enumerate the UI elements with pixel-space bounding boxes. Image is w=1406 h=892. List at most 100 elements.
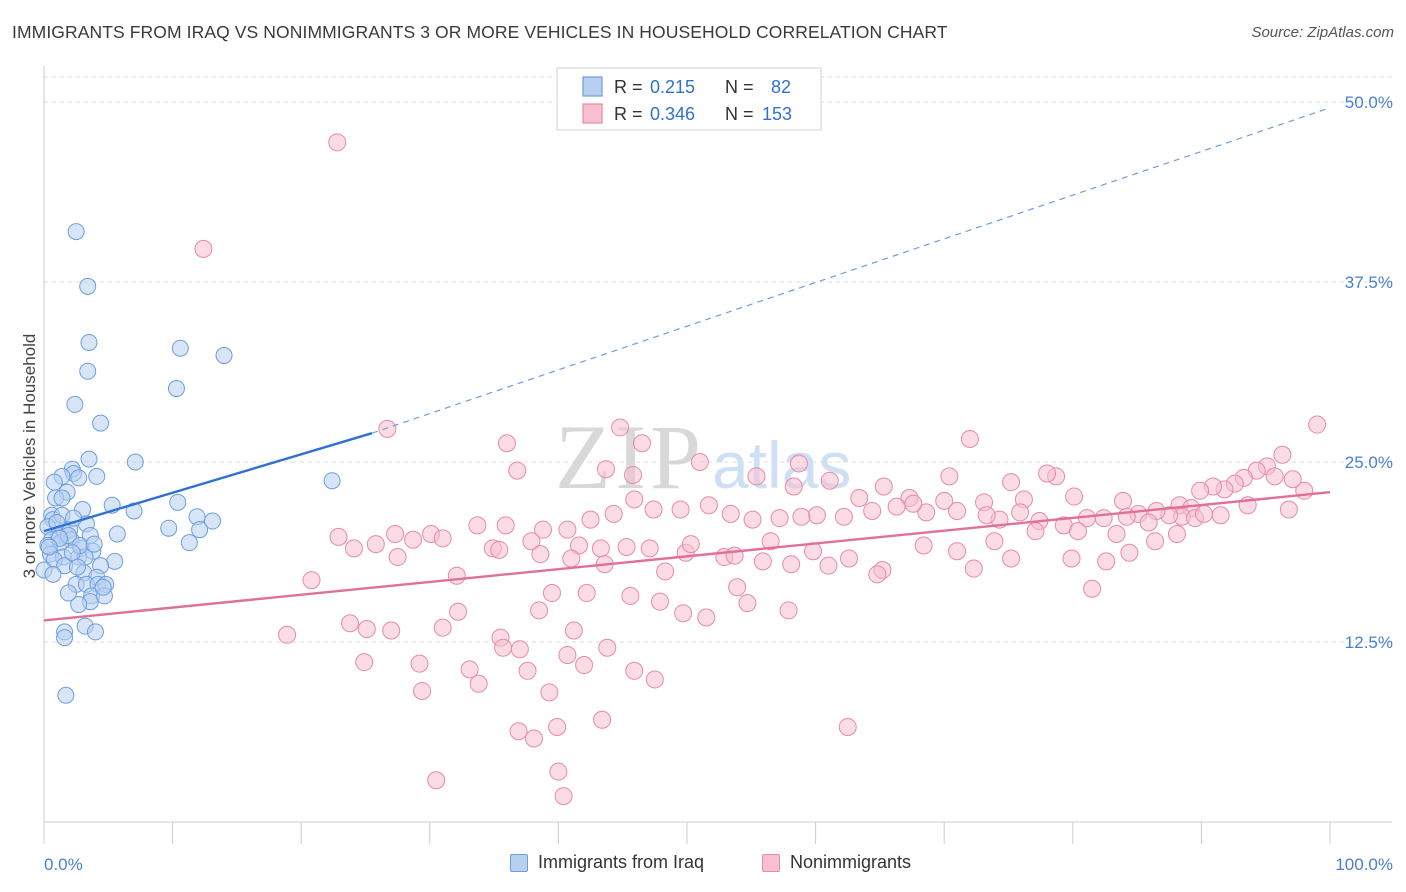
nonimmigrants-point xyxy=(721,504,740,523)
nonimmigrants-point xyxy=(433,618,452,637)
iraq-point xyxy=(40,538,58,556)
nonimmigrants-point xyxy=(575,656,594,675)
nonimmigrants-point xyxy=(344,539,363,558)
nonimmigrants-point xyxy=(840,549,859,568)
nonimmigrants-point xyxy=(640,539,659,558)
iraq-point xyxy=(70,596,88,614)
axes xyxy=(43,66,1392,844)
nonimmigrants-point xyxy=(540,683,559,702)
legend-r-value: 0.346 xyxy=(650,104,695,124)
legend-r-value: 0.215 xyxy=(650,77,695,97)
nonimmigrants-point xyxy=(617,537,636,556)
nonimmigrants-point xyxy=(522,532,541,551)
nonimmigrants-point xyxy=(469,674,488,693)
legend-bottom: Immigrants from Iraq Nonimmigrants xyxy=(0,852,1406,878)
nonimmigrants-point xyxy=(1211,506,1230,525)
nonimmigrants-point xyxy=(1113,491,1132,510)
iraq-point xyxy=(323,472,341,490)
nonimmigrants-point xyxy=(593,710,612,729)
iraq-point xyxy=(45,473,63,491)
nonimmigrants-point xyxy=(1279,500,1298,519)
nonimmigrants-point xyxy=(1139,513,1158,532)
nonimmigrants-point xyxy=(656,562,675,581)
nonimmigrants-point xyxy=(650,592,669,611)
iraq-point xyxy=(169,493,187,511)
iraq-point xyxy=(167,380,185,398)
iraq-point xyxy=(88,467,106,485)
y-tick-label: 37.5% xyxy=(1345,273,1393,292)
nonimmigrants-point xyxy=(1065,487,1084,506)
legend-n-value: 82 xyxy=(771,77,791,97)
nonimmigrants-point xyxy=(1265,467,1284,486)
nonimmigrants-point xyxy=(302,571,321,590)
legend-swatch-nonimmigrants xyxy=(762,853,780,872)
nonimmigrants-point xyxy=(533,520,552,539)
nonimmigrants-point xyxy=(697,608,716,627)
iraq-point xyxy=(86,623,104,641)
nonimmigrants-point xyxy=(548,717,567,736)
iraq-points xyxy=(35,223,341,704)
nonimmigrants-point xyxy=(784,477,803,496)
legend-top: R = 0.215 N = 82 R = 0.346 N = 153 xyxy=(556,67,822,131)
nonimmigrants-point xyxy=(985,532,1004,551)
nonimmigrants-point xyxy=(782,555,801,574)
nonimmigrants-point xyxy=(577,584,596,603)
nonimmigrants-point xyxy=(1002,473,1021,492)
nonimmigrants-point xyxy=(1167,525,1186,543)
nonimmigrants-point xyxy=(789,454,808,473)
nonimmigrants-point xyxy=(838,717,857,736)
nonimmigrants-point xyxy=(725,546,744,565)
iraq-point xyxy=(63,544,81,562)
y-tick-label: 25.0% xyxy=(1345,453,1393,472)
nonimmigrants-point xyxy=(596,460,615,479)
nonimmigrants-point xyxy=(874,477,893,496)
legend-swatch-blue xyxy=(582,76,603,97)
nonimmigrants-point xyxy=(632,434,651,453)
legend-item-iraq: Immigrants from Iraq xyxy=(510,852,704,873)
nonimmigrants-point xyxy=(914,536,933,555)
nonimmigrants-point xyxy=(625,661,644,680)
nonimmigrants-point xyxy=(1083,579,1102,598)
nonimmigrants-point xyxy=(834,507,853,526)
nonimmigrants-point xyxy=(447,566,466,585)
legend-r-label: R = xyxy=(614,77,643,97)
nonimmigrants-point xyxy=(611,418,630,437)
nonimmigrants-point xyxy=(366,535,385,554)
nonimmigrants-point xyxy=(770,509,789,528)
nonimmigrants-point xyxy=(433,529,452,548)
nonimmigrants-point xyxy=(977,506,996,525)
nonimmigrants-point xyxy=(743,510,762,529)
x-tick-label: 0.0% xyxy=(44,855,83,874)
iraq-point xyxy=(44,565,62,583)
iraq-point xyxy=(215,346,233,364)
nonimmigrants-point xyxy=(1283,470,1302,489)
legend-label-nonimmigrants: Nonimmigrants xyxy=(790,852,912,872)
nonimmigrants-point xyxy=(948,501,967,520)
nonimmigrants-point xyxy=(1002,549,1021,568)
nonimmigrants-point xyxy=(917,503,936,522)
nonimmigrants-point xyxy=(496,516,515,535)
iraq-point xyxy=(180,534,198,552)
tick-labels: 12.5% 25.0% 37.5% 50.0% 0.0% 100.0% xyxy=(44,93,1393,874)
nonimmigrants-point xyxy=(562,549,581,568)
nonimmigrants-point xyxy=(940,467,959,486)
nonimmigrants-point xyxy=(807,506,826,525)
nonimmigrants-point xyxy=(531,545,550,564)
nonimmigrants-point xyxy=(681,535,700,554)
nonimmigrants-point xyxy=(690,453,709,471)
nonimmigrants-point xyxy=(355,653,374,672)
legend-r-label: R = xyxy=(614,104,643,124)
nonimmigrants-point xyxy=(625,490,644,509)
iraq-point xyxy=(56,629,74,647)
iraq-point xyxy=(67,223,85,241)
iraq-point xyxy=(70,469,88,487)
nonimmigrants-point xyxy=(449,602,468,621)
nonimmigrants-point xyxy=(460,660,479,679)
nonimmigrants-point xyxy=(1094,509,1113,528)
nonimmigrants-point xyxy=(1026,522,1045,541)
nonimmigrants-point xyxy=(779,601,798,620)
chart-title: IMMIGRANTS FROM IRAQ VS NONIMMIGRANTS 3 … xyxy=(12,22,948,42)
iraq-point xyxy=(171,339,189,357)
iraq-point xyxy=(68,558,86,576)
